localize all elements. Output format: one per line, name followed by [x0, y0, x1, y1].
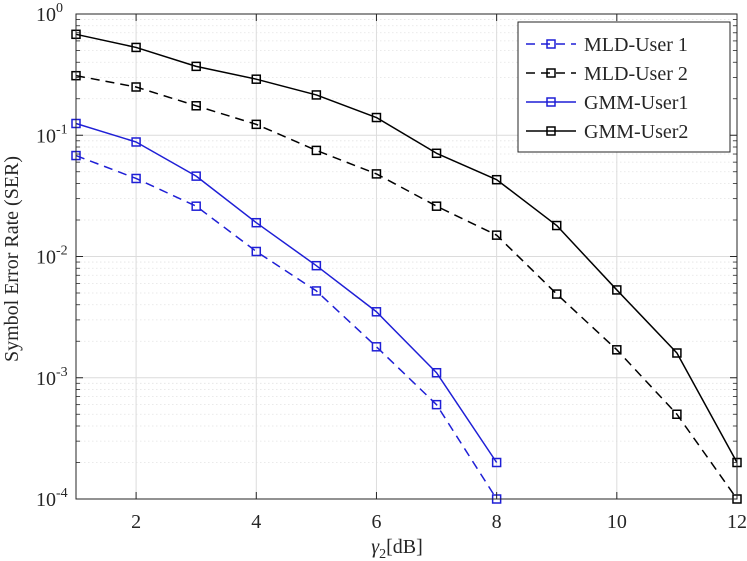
legend-marker [546, 68, 556, 78]
data-point [131, 137, 141, 147]
y-tick-label-exponent: -4 [56, 486, 68, 501]
y-tick-label: 10-3 [36, 365, 68, 390]
data-point [251, 74, 262, 84]
series-layer [71, 29, 742, 504]
data-point [311, 260, 322, 271]
data-point [612, 345, 622, 355]
x-tick-label: 6 [371, 511, 381, 533]
y-tick-label-base: 10 [36, 489, 56, 511]
data-point [371, 169, 382, 179]
x-axis-label-symbol: γ [371, 536, 380, 558]
y-tick-label-base: 10 [36, 4, 56, 26]
data-point [251, 246, 262, 257]
y-axis-label: Symbol Error Rate (SER) [1, 156, 23, 362]
legend-label: GMM-User1 [584, 92, 688, 114]
data-point [311, 145, 322, 156]
data-point [491, 174, 502, 185]
y-tick-label-exponent: -2 [56, 244, 68, 259]
y-tick-label-base: 10 [36, 368, 56, 390]
axis-ticks [76, 13, 738, 500]
legend-item: MLD-User 1 [526, 34, 688, 56]
data-point [491, 457, 502, 468]
x-tick-labels: 2 4 6 8 10 12 [131, 511, 747, 533]
data-point [371, 112, 382, 123]
y-tick-label: 10-4 [36, 486, 68, 511]
y-tick-label: 100 [36, 1, 63, 26]
legend-marker [546, 39, 556, 49]
data-point [191, 171, 201, 181]
series-line [75, 74, 738, 500]
x-axis-label-unit: [dB] [386, 536, 423, 558]
data-point [431, 201, 442, 211]
legend-label: GMM-User2 [584, 121, 688, 143]
legend-item: MLD-User 2 [526, 63, 688, 85]
data-point [311, 90, 322, 100]
data-point [131, 42, 141, 53]
legend-marker [546, 97, 556, 107]
y-tick-label-base: 10 [36, 247, 56, 269]
data-point [672, 348, 682, 358]
legend: MLD-User 1 MLD-User 2 GMM-User1 GMM-User2 [517, 21, 731, 153]
x-tick-label: 10 [607, 511, 627, 533]
x-tick-label: 2 [131, 511, 141, 533]
data-point [612, 285, 622, 295]
data-point [131, 173, 141, 184]
series-mld-user-1 [71, 150, 502, 504]
data-point [191, 201, 201, 211]
x-tick-label: 12 [727, 511, 747, 533]
data-point [371, 342, 382, 352]
y-tick-label-exponent: 0 [56, 1, 63, 16]
series-line [75, 122, 498, 463]
data-point [191, 101, 201, 111]
y-tick-label-exponent: -3 [56, 365, 68, 380]
x-tick-label: 8 [492, 511, 502, 533]
data-point [251, 119, 262, 130]
data-point [551, 220, 562, 231]
data-point [191, 61, 201, 72]
data-point [672, 409, 682, 419]
data-point [131, 82, 141, 92]
data-point [431, 148, 442, 159]
legend-item: GMM-User1 [526, 92, 688, 114]
series-line [75, 154, 498, 500]
series-line [75, 33, 738, 463]
data-point [431, 367, 442, 378]
y-tick-label: 10-1 [36, 122, 68, 147]
data-point [311, 286, 322, 296]
legend-item: GMM-User2 [526, 121, 688, 143]
y-tick-label-exponent: -1 [56, 122, 68, 137]
series-gmm-user2 [71, 29, 742, 468]
y-tick-label-base: 10 [36, 125, 56, 147]
x-axis-label: γ2[dB] [371, 536, 423, 561]
legend-label: MLD-User 2 [584, 63, 688, 85]
data-point [491, 230, 502, 240]
x-axis-label-subscript: 2 [379, 547, 386, 561]
data-point [551, 289, 562, 299]
data-point [431, 399, 442, 410]
y-tick-label: 10-2 [36, 244, 68, 269]
x-tick-label: 4 [251, 511, 261, 533]
legend-label: MLD-User 1 [584, 34, 688, 56]
legend-marker [546, 126, 556, 136]
data-point [251, 217, 262, 228]
data-point [371, 307, 382, 317]
